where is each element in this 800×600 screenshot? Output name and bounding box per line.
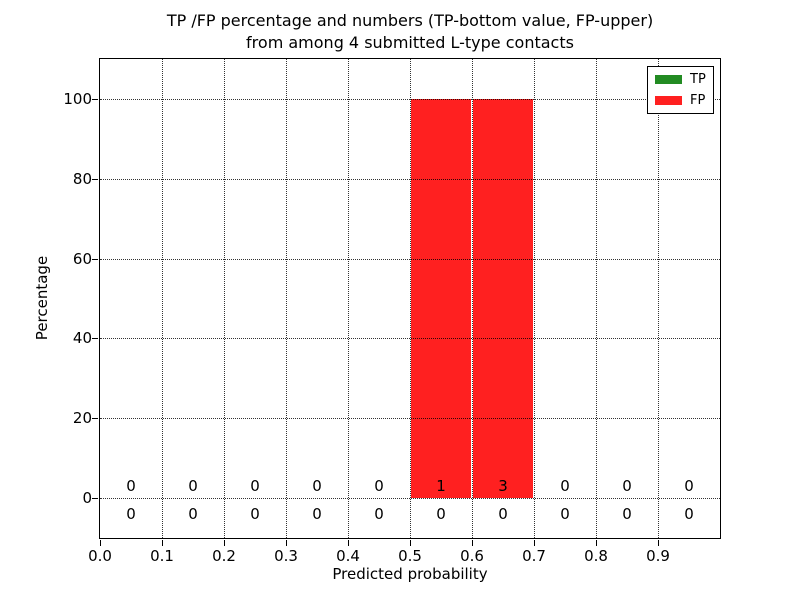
x-tick-label: 0.6 [460,547,484,565]
v-gridline [658,59,659,538]
legend-tp-swatch [655,75,682,84]
fp-count-label: 0 [312,477,322,496]
v-gridline [286,59,287,538]
tp-count-label: 0 [126,505,136,524]
chart-title-line-2: from among 4 submitted L-type contacts [246,33,574,52]
legend-fp-swatch [655,96,682,105]
tp-count-label: 0 [250,505,260,524]
fp-count-label: 1 [436,477,446,496]
y-tick [92,258,98,260]
fp-count-label: 0 [188,477,198,496]
legend-tp-label: TP [690,72,706,87]
x-tick [286,540,287,546]
y-tick-label: 100 [63,89,92,108]
tp-count-label: 0 [498,505,508,524]
tp-count-label: 0 [312,505,322,524]
legend-entry-fp: FP [655,92,706,109]
y-tick-label: 20 [72,409,92,428]
x-tick [100,540,101,546]
v-gridline [348,59,349,538]
v-gridline [162,59,163,538]
fp-count-label: 0 [250,477,260,496]
fp-count-label: 0 [126,477,136,496]
x-axis-label: Predicted probability [332,565,488,583]
x-tick-label: 0.9 [646,547,670,565]
tp-count-label: 0 [374,505,384,524]
fp-bar [411,98,471,499]
v-gridline [596,59,597,538]
x-tick-label: 0.0 [88,547,112,565]
y-tick [92,418,98,420]
x-tick [596,540,597,546]
y-tick [92,178,98,180]
v-gridline [534,59,535,538]
fp-count-label: 0 [560,477,570,496]
tp-count-label: 0 [436,505,446,524]
x-tick [658,540,659,546]
x-tick [224,540,225,546]
y-tick-label: 60 [72,249,92,268]
chart-title: TP /FP percentage and numbers (TP-bottom… [100,10,720,54]
x-tick-label: 0.5 [398,547,422,565]
x-tick [162,540,163,546]
y-tick-label: 0 [82,489,92,508]
chart-title-line-1: TP /FP percentage and numbers (TP-bottom… [166,11,654,30]
y-tick-label: 80 [72,169,92,188]
v-gridline [410,59,411,538]
y-tick [92,498,98,500]
x-tick-label: 0.1 [150,547,174,565]
plot-area: 0 0 0 0 0 0 0 0 0 0 1 0 3 0 0 0 0 0 0 0 [99,58,721,539]
x-tick [348,540,349,546]
fp-count-label: 0 [374,477,384,496]
x-tick [534,540,535,546]
x-tick [410,540,411,546]
y-tick-label: 40 [72,329,92,348]
y-axis-label: Percentage [33,255,51,341]
fp-count-label: 3 [498,477,508,496]
v-gridline [472,59,473,538]
x-tick-label: 0.2 [212,547,236,565]
v-gridline [224,59,225,538]
legend-fp-label: FP [690,93,706,108]
tp-count-label: 0 [622,505,632,524]
fp-bar [473,98,533,499]
y-tick [92,338,98,340]
x-tick [472,540,473,546]
x-tick-label: 0.4 [336,547,360,565]
legend: TP FP [647,66,714,114]
legend-entry-tp: TP [655,71,706,88]
tp-count-label: 0 [684,505,694,524]
tp-count-label: 0 [560,505,570,524]
fp-count-label: 0 [684,477,694,496]
tp-count-label: 0 [188,505,198,524]
x-tick-label: 0.7 [522,547,546,565]
y-tick [92,98,98,100]
fp-count-label: 0 [622,477,632,496]
x-tick-label: 0.8 [584,547,608,565]
x-tick-label: 0.3 [274,547,298,565]
